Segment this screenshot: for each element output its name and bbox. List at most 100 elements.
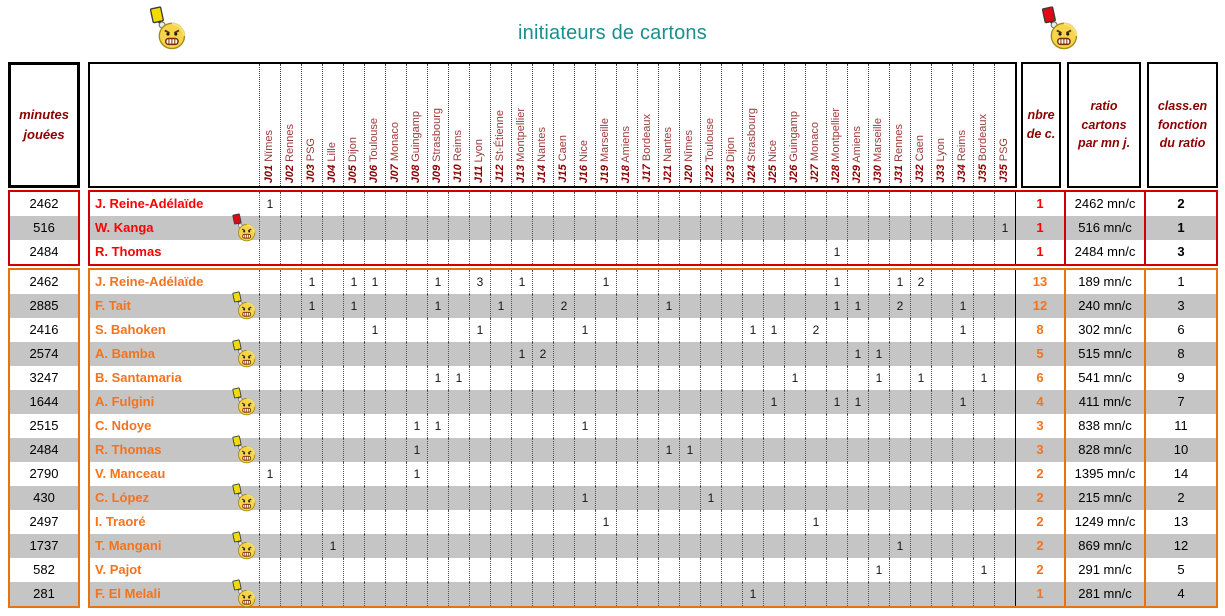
card-cell-J35[interactable] (973, 486, 994, 510)
card-cell-J25[interactable] (763, 414, 784, 438)
card-cell-J19[interactable] (595, 558, 616, 582)
player-name-cell[interactable]: I. Traoré (95, 514, 146, 529)
card-cell-J22[interactable] (700, 390, 721, 414)
player-name-cell[interactable]: J. Reine-Adélaïde (95, 274, 204, 289)
card-cell-J05[interactable] (343, 342, 364, 366)
card-cell-J05[interactable] (343, 558, 364, 582)
player-name-cell[interactable]: F. El Melali (95, 586, 161, 601)
card-cell-J03[interactable] (301, 240, 322, 264)
card-cell-J31[interactable]: 1 (889, 270, 910, 294)
card-cell-J27[interactable] (805, 216, 826, 240)
matchday-header-J31-31[interactable]: J31 Rennes (889, 64, 910, 186)
card-cell-J15[interactable] (553, 438, 574, 462)
card-cell-J16[interactable] (574, 342, 595, 366)
card-count-cell[interactable]: 1 (1015, 240, 1064, 264)
card-cell-J17[interactable] (637, 558, 658, 582)
card-cell-J28[interactable] (826, 510, 847, 534)
card-cell-J25[interactable] (763, 510, 784, 534)
matchday-header-J16-16[interactable]: J16 Nice (574, 64, 595, 186)
card-cell-J30[interactable] (868, 462, 889, 486)
card-cell-J02[interactable] (280, 582, 301, 606)
card-cell-J33[interactable] (931, 270, 952, 294)
card-cell-J06[interactable] (364, 486, 385, 510)
player-name-cell[interactable]: J. Reine-Adélaïde (95, 196, 204, 211)
card-cell-J14[interactable] (532, 318, 553, 342)
card-cell-J11[interactable] (469, 558, 490, 582)
matchday-header-J06-6[interactable]: J06 Toulouse (364, 64, 385, 186)
card-cell-J29[interactable]: 1 (847, 294, 868, 318)
matchday-header-J18-18[interactable]: J18 Amiens (616, 64, 637, 186)
card-cell-J34[interactable] (952, 558, 973, 582)
card-cell-J09[interactable] (427, 510, 448, 534)
ranking-cell[interactable]: 6 (1144, 318, 1216, 342)
card-cell-J31[interactable]: 1 (889, 534, 910, 558)
player-name-cell[interactable]: V. Manceau (95, 466, 166, 481)
card-cell-J33[interactable] (931, 192, 952, 216)
card-cell-J13[interactable]: 1 (511, 342, 532, 366)
card-cell-J20[interactable] (679, 462, 700, 486)
card-cell-J30[interactable]: 1 (868, 342, 889, 366)
card-cell-J12[interactable] (490, 216, 511, 240)
ratio-header-cell[interactable]: ratio cartons par mn j. (1067, 62, 1141, 188)
matchday-header-J14-14[interactable]: J14 Nantes (532, 64, 553, 186)
card-cell-J16[interactable] (574, 216, 595, 240)
matchday-header-J34-34[interactable]: J34 Reims (952, 64, 973, 186)
matchday-header-J13-13[interactable]: J13 Montpellier (511, 64, 532, 186)
card-cell-J18[interactable] (616, 582, 637, 606)
card-cell-J30[interactable] (868, 390, 889, 414)
card-cell-J01[interactable] (259, 414, 280, 438)
card-cell-J01[interactable] (259, 486, 280, 510)
ranking-cell[interactable]: 8 (1144, 342, 1216, 366)
minutes-cell[interactable]: 430 (10, 486, 78, 510)
minutes-cell[interactable]: 3247 (29, 370, 59, 385)
card-cell-J14[interactable] (532, 558, 553, 582)
card-cell-J30[interactable] (868, 240, 889, 264)
card-cell-J06[interactable] (364, 414, 385, 438)
card-cell-J27[interactable] (805, 486, 826, 510)
card-cell-J25[interactable] (763, 192, 784, 216)
card-cell-J32[interactable]: 1 (910, 366, 931, 390)
player-name-cell[interactable]: A. Bamba (95, 346, 155, 361)
card-cell-J25[interactable] (763, 582, 784, 606)
card-cell-J31[interactable] (889, 486, 910, 510)
card-cell-J26[interactable] (784, 192, 805, 216)
card-cell-J29[interactable] (847, 510, 868, 534)
card-cell-J20[interactable] (679, 486, 700, 510)
card-cell-J21[interactable] (658, 414, 679, 438)
card-cell-J19[interactable] (595, 438, 616, 462)
matchday-header-J07-7[interactable]: J07 Monaco (385, 64, 406, 186)
card-cell-J24[interactable] (742, 294, 763, 318)
card-cell-J20[interactable] (679, 216, 700, 240)
card-cell-J11[interactable] (469, 366, 490, 390)
matchday-header-J20-21[interactable]: J20 Nîmes (679, 64, 700, 186)
card-cell-J14[interactable] (532, 366, 553, 390)
card-cell-J03[interactable] (301, 318, 322, 342)
card-cell-J25[interactable] (763, 462, 784, 486)
card-cell-J26[interactable] (784, 462, 805, 486)
card-cell-J29[interactable] (847, 558, 868, 582)
card-cell-J35[interactable] (994, 270, 1015, 294)
player-name-cell[interactable]: A. Fulgini (95, 394, 155, 409)
card-cell-J20[interactable] (679, 192, 700, 216)
card-cell-J08[interactable] (406, 558, 427, 582)
card-count-cell[interactable]: 1 (1015, 216, 1064, 240)
card-cell-J11[interactable] (469, 582, 490, 606)
card-cell-J24[interactable] (742, 510, 763, 534)
card-cell-J04[interactable] (322, 318, 343, 342)
card-cell-J35[interactable] (994, 240, 1015, 264)
card-cell-J23[interactable] (721, 366, 742, 390)
card-cell-J19[interactable] (595, 366, 616, 390)
card-cell-J03[interactable] (301, 192, 322, 216)
card-cell-J23[interactable] (721, 558, 742, 582)
card-cell-J15[interactable] (553, 216, 574, 240)
card-cell-J24[interactable] (742, 414, 763, 438)
card-cell-J08[interactable] (406, 270, 427, 294)
card-cell-J29[interactable] (847, 192, 868, 216)
card-cell-J32[interactable]: 2 (910, 270, 931, 294)
card-cell-J33[interactable] (931, 438, 952, 462)
card-cell-J30[interactable]: 1 (868, 558, 889, 582)
card-cell-J25[interactable]: 1 (763, 390, 784, 414)
card-cell-J05[interactable] (343, 462, 364, 486)
card-count-cell[interactable]: 2 (1015, 534, 1064, 558)
card-cell-J12[interactable] (490, 318, 511, 342)
